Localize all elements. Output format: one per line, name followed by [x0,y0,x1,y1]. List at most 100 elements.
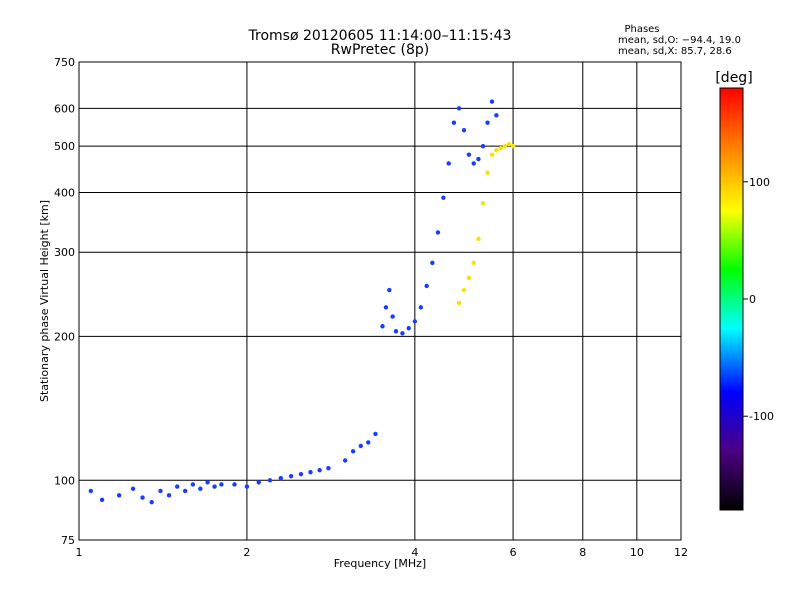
data-point [244,484,250,489]
y-tick-labels: 75 100 200 300 400 500 600 750 [54,56,75,547]
data-point [158,488,163,494]
y-tick-label: 500 [54,140,75,153]
y-tick-label: 600 [54,102,75,115]
colorbar-ticks: -100 0 100 [743,176,774,423]
data-point [288,473,294,479]
data-point [212,484,217,489]
data-point [190,482,196,487]
y-axis-label: Stationary phase Virtual Height [km] [38,200,51,402]
data-point [441,195,446,200]
colorbar-tick-label: -100 [749,410,774,423]
data-point [390,314,395,319]
x-tick-label: 2 [243,546,250,559]
data-point [373,431,378,437]
data-point [166,493,172,498]
data-point [461,127,467,133]
data-point [476,236,481,242]
x-tick-label: 12 [674,546,688,559]
data-point [308,469,313,475]
data-point [485,120,490,125]
data-point [298,471,304,477]
y-tick-label: 400 [54,186,75,199]
data-point [205,480,210,485]
data-point [278,476,283,481]
grid-lines [79,62,681,540]
data-point [350,449,356,454]
x-tick-label: 8 [579,546,586,559]
data-point [232,482,237,487]
data-point [494,113,499,118]
data-point [130,486,136,491]
data-point [494,148,499,153]
data-point [485,170,490,175]
y-tick-label: 100 [54,474,75,487]
colorbar-tick-label: 100 [749,176,770,189]
x-tick-label: 6 [510,546,517,559]
data-points [88,99,516,505]
data-point [510,143,516,149]
x-tick-labels: 1 2 4 6 8 10 12 [76,546,689,559]
data-point [480,143,486,149]
data-point [219,482,224,487]
data-point [489,152,495,157]
data-point [461,287,467,293]
colorbar-label: [deg] [715,70,752,86]
x-tick-label: 1 [76,546,83,559]
data-point [400,331,405,336]
data-point [182,488,188,494]
plot-area [78,61,682,541]
data-point [451,120,457,125]
data-point [267,478,273,483]
data-point [480,200,486,206]
y-tick-label: 200 [54,330,75,343]
data-point [502,143,508,149]
data-point [383,305,389,310]
data-point [446,161,451,166]
data-point [366,440,371,445]
data-point [380,324,385,329]
data-point [393,329,399,334]
y-tick-label: 300 [54,246,75,259]
x-tick-label: 4 [411,546,418,559]
data-point [489,99,495,104]
data-point [456,300,462,306]
data-point [471,161,476,166]
data-point [471,260,476,266]
data-point [317,467,322,473]
phases-o: mean, sd,O: −94.4, 19.0 [618,35,741,46]
data-point [506,141,512,147]
y-tick-label: 750 [54,56,75,69]
phases-title: Phases [624,24,659,35]
data-point [476,156,481,162]
data-point [418,305,424,310]
phases-x: mean, sd,X: 85.7, 28.6 [618,46,732,57]
data-point [466,152,472,157]
data-point [498,146,503,151]
data-point [466,275,472,281]
data-point [412,319,418,324]
y-tick-label: 75 [61,534,75,547]
data-point [140,495,145,500]
data-point [175,484,180,489]
data-point [198,486,203,491]
data-point [88,488,94,494]
data-point [430,260,435,266]
data-point [256,480,261,485]
data-point [456,106,462,111]
data-point [342,458,348,463]
data-point [326,465,331,471]
data-point [149,499,154,505]
chart-title: Tromsø 20120605 11:14:00–11:15:43 [248,28,512,44]
chart-subtitle: RwPretec (8p) [331,42,429,58]
x-tick-label: 10 [630,546,644,559]
data-point [116,493,122,498]
data-point [424,283,429,289]
data-point [387,287,392,293]
data-point [435,230,441,235]
colorbar [719,87,744,511]
x-axis-label: Frequency [MHz] [334,557,426,570]
data-point [406,326,411,331]
colorbar-tick-label: 0 [749,293,756,306]
data-point [99,497,105,503]
